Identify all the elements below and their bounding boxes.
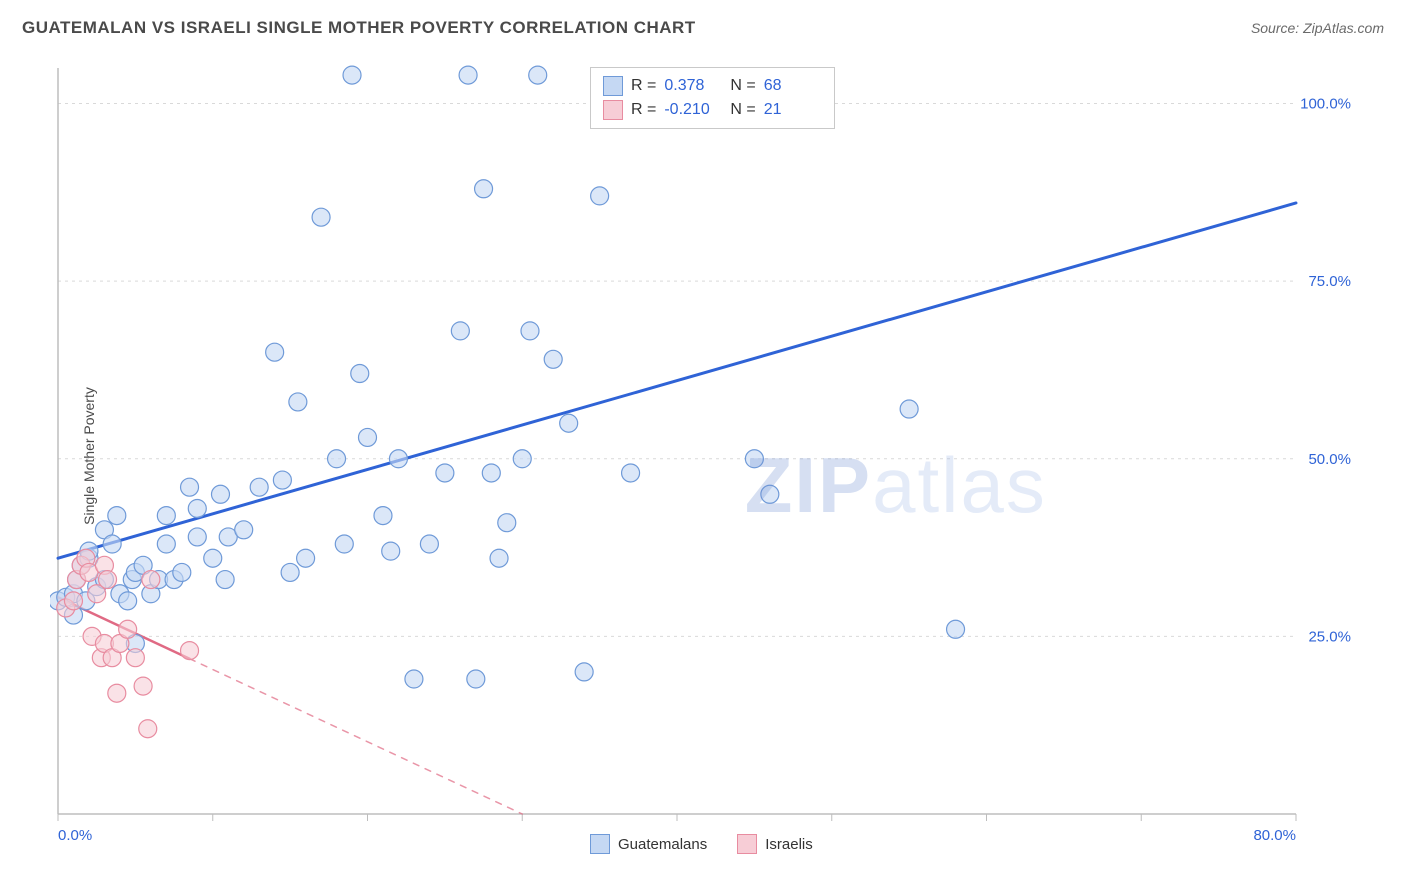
chart-title: GUATEMALAN VS ISRAELI SINGLE MOTHER POVE…: [22, 18, 696, 38]
r-value: -0.210: [664, 101, 722, 119]
svg-text:75.0%: 75.0%: [1308, 273, 1351, 290]
series-legend-item: Guatemalans: [590, 834, 707, 854]
legend-swatch: [590, 834, 610, 854]
series-legend: Guatemalans Israelis: [590, 834, 813, 854]
svg-text:25.0%: 25.0%: [1308, 628, 1351, 645]
r-label: R =: [631, 77, 656, 95]
source-label: Source: ZipAtlas.com: [1251, 20, 1384, 36]
svg-text:80.0%: 80.0%: [1253, 827, 1296, 844]
n-label: N =: [730, 101, 755, 119]
n-label: N =: [730, 77, 755, 95]
chart-area: Single Mother Poverty 25.0%50.0%75.0%100…: [50, 60, 1386, 852]
series-legend-item: Israelis: [737, 834, 813, 854]
n-value: 68: [764, 77, 822, 95]
correlation-legend: R = 0.378 N = 68 R = -0.210 N = 21: [590, 67, 835, 129]
legend-swatch: [737, 834, 757, 854]
legend-swatch: [603, 100, 623, 120]
series-legend-label: Guatemalans: [618, 836, 707, 853]
legend-swatch: [603, 76, 623, 96]
correlation-legend-row: R = -0.210 N = 21: [603, 98, 822, 122]
n-value: 21: [764, 101, 822, 119]
svg-text:50.0%: 50.0%: [1308, 451, 1351, 468]
chart-header: GUATEMALAN VS ISRAELI SINGLE MOTHER POVE…: [0, 0, 1406, 46]
svg-text:0.0%: 0.0%: [58, 827, 92, 844]
r-label: R =: [631, 101, 656, 119]
svg-text:100.0%: 100.0%: [1300, 96, 1351, 113]
correlation-legend-row: R = 0.378 N = 68: [603, 74, 822, 98]
r-value: 0.378: [664, 77, 722, 95]
scatter-plot: 25.0% 50.0% 75.0% 100.0% 0.0% 80.0%: [50, 60, 1386, 852]
series-legend-label: Israelis: [765, 836, 813, 853]
